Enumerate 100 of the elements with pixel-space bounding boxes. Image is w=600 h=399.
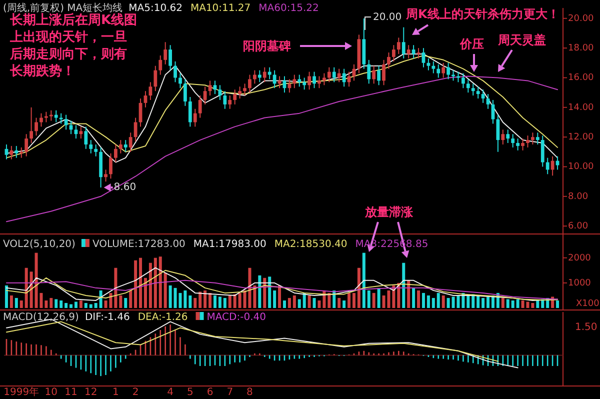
bar bbox=[60, 300, 63, 308]
bar bbox=[89, 304, 92, 308]
candlestick bbox=[238, 86, 242, 99]
candlestick bbox=[372, 65, 376, 84]
bar bbox=[114, 268, 118, 308]
candlestick bbox=[218, 84, 222, 100]
legend-label: MACD:-0.40 bbox=[206, 312, 266, 323]
candlestick bbox=[109, 152, 112, 180]
bar bbox=[556, 300, 560, 308]
bar bbox=[426, 295, 430, 308]
candlestick bbox=[40, 112, 43, 128]
candlestick bbox=[84, 126, 88, 150]
candlestick bbox=[228, 95, 232, 110]
bar bbox=[288, 298, 291, 308]
candlestick bbox=[262, 66, 266, 83]
bar bbox=[54, 299, 58, 308]
bar bbox=[501, 298, 504, 308]
candlestick bbox=[183, 78, 187, 106]
bar bbox=[208, 292, 212, 308]
candlestick bbox=[118, 140, 122, 154]
bar bbox=[377, 288, 380, 308]
candlestick bbox=[223, 90, 227, 110]
bar bbox=[188, 295, 192, 308]
bar bbox=[213, 295, 216, 308]
text: MA1:17983.00 bbox=[193, 239, 266, 250]
candlestick bbox=[158, 54, 162, 76]
bar bbox=[312, 298, 316, 308]
candlestick bbox=[164, 42, 168, 65]
candlestick bbox=[59, 112, 63, 124]
bar bbox=[506, 299, 510, 308]
x-tick-label: 8 bbox=[246, 387, 253, 398]
bar bbox=[238, 292, 242, 308]
candlestick bbox=[49, 110, 53, 122]
candlestick bbox=[536, 132, 540, 145]
x-tick-label: 10 bbox=[44, 387, 58, 398]
candlestick bbox=[89, 140, 93, 154]
candlestick bbox=[412, 44, 416, 59]
text: MA5:10.62 bbox=[128, 3, 182, 14]
bar bbox=[233, 294, 236, 308]
candlestick bbox=[337, 68, 341, 83]
candlestick bbox=[154, 65, 158, 92]
candlestick bbox=[402, 26, 406, 59]
candlestick bbox=[382, 59, 386, 86]
annotation: 周天灵盖 bbox=[497, 33, 546, 47]
bar bbox=[482, 298, 485, 308]
bar bbox=[20, 300, 23, 308]
bar bbox=[198, 292, 202, 308]
x-tick-label: 1 bbox=[112, 387, 119, 398]
bar bbox=[292, 295, 296, 308]
x-tick-label: 4 bbox=[167, 387, 174, 398]
candlestick bbox=[506, 129, 510, 144]
bar bbox=[436, 292, 440, 308]
y-tick-label: 6.00 bbox=[568, 222, 588, 232]
chart-title: (周线,前复权) MA短长均线 bbox=[3, 2, 123, 14]
bar bbox=[50, 298, 53, 308]
candlestick bbox=[104, 169, 108, 182]
bar bbox=[218, 296, 222, 308]
series-label: DEA:-1.26 bbox=[138, 312, 188, 323]
bar bbox=[139, 258, 142, 308]
candlestick bbox=[426, 58, 430, 71]
y-tick-label: 18.00 bbox=[568, 44, 594, 54]
candlestick bbox=[193, 108, 197, 128]
bar bbox=[466, 295, 470, 308]
bar bbox=[129, 290, 132, 308]
annotation: 20.00 bbox=[373, 12, 402, 23]
candlestick bbox=[233, 89, 237, 105]
bar bbox=[342, 300, 346, 308]
bar bbox=[278, 285, 282, 308]
x-tick-label: 6 bbox=[206, 387, 214, 398]
candlestick bbox=[546, 157, 550, 175]
bar bbox=[352, 292, 356, 308]
candlestick bbox=[168, 44, 172, 71]
candlestick bbox=[30, 106, 34, 144]
candlestick bbox=[203, 86, 207, 105]
candlestick bbox=[526, 135, 530, 148]
legend-label: VOLUME:17283.00 bbox=[92, 239, 186, 250]
x-tick-label: 5 bbox=[186, 387, 194, 398]
candlestick bbox=[198, 95, 202, 118]
candlestick bbox=[540, 135, 544, 168]
annotation: 价压 bbox=[459, 37, 484, 51]
text: MA2:18530.40 bbox=[274, 239, 348, 250]
candlestick bbox=[471, 83, 475, 96]
y-tick-label: 1000 bbox=[568, 278, 592, 288]
bar bbox=[282, 300, 286, 308]
candlestick bbox=[511, 134, 515, 148]
candlestick bbox=[481, 89, 485, 104]
bar bbox=[158, 256, 162, 308]
candlestick bbox=[476, 86, 480, 99]
candlestick bbox=[44, 111, 48, 123]
candlestick bbox=[24, 134, 28, 157]
candlestick bbox=[14, 145, 18, 158]
annotation: 8.60 bbox=[114, 182, 136, 194]
bar bbox=[308, 295, 311, 308]
candlestick bbox=[436, 64, 440, 78]
candlestick bbox=[312, 71, 316, 89]
bar bbox=[302, 292, 306, 308]
candlestick bbox=[268, 66, 272, 80]
candlestick bbox=[530, 132, 534, 145]
candlestick bbox=[516, 138, 520, 151]
x-tick-label: 2 bbox=[132, 387, 139, 398]
